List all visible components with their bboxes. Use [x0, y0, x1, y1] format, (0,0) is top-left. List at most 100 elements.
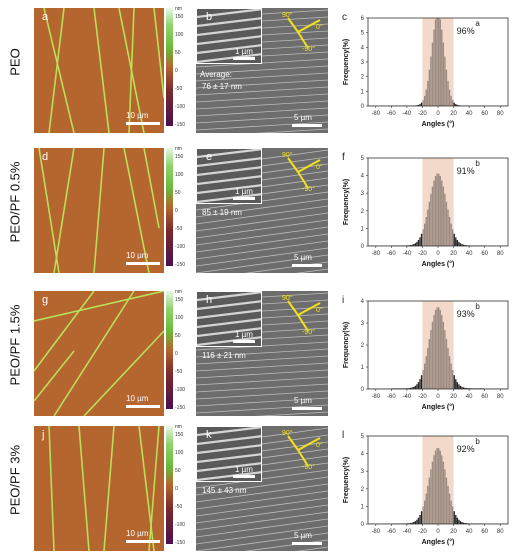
axis-label-0: 0° [316, 24, 323, 31]
histogram-bar [459, 243, 462, 246]
sem-fibre [196, 511, 328, 531]
x-tick-label: -60 [387, 394, 396, 400]
orientation-axes [287, 157, 321, 189]
histogram-bar [416, 384, 418, 389]
panel-letter: a [42, 11, 49, 23]
y-axis-label: Frequency(%) [343, 39, 350, 85]
scale-label: 10 µm [126, 529, 149, 538]
histogram-bar [417, 517, 420, 524]
figure-row: PEO/PF 3% j 10 µm nm 150 100 50 0 -50 -100 -150 1 µ… [0, 418, 520, 551]
sem-scale-bar [292, 407, 322, 410]
percent-label: 96% [457, 26, 475, 36]
colorbar-tick: -100 [175, 104, 186, 110]
histogram-bar [406, 388, 409, 389]
panel-letter: h [206, 294, 213, 306]
x-tick-label: 60 [481, 251, 488, 257]
scale-bar [126, 540, 160, 543]
histogram-bar [434, 309, 437, 389]
inset-fibre [197, 35, 261, 46]
x-tick-label: -20 [418, 394, 427, 400]
sem-inset: 1 µm [196, 8, 262, 64]
afm-fibre [123, 148, 150, 273]
afm-fibre [93, 148, 105, 273]
colorbar-tick: 100 [175, 32, 184, 38]
colorbar-tick: 100 [175, 315, 184, 321]
x-tick-label: -20 [418, 529, 427, 535]
sem-fibre [255, 128, 328, 133]
histogram-bar [441, 29, 443, 106]
histogram-bar [450, 95, 452, 106]
x-tick-label: -60 [387, 529, 396, 535]
inset-scale-label: 1 µm [235, 187, 253, 196]
histogram-svg: -80 -60 -40 -20 0 20 40 60 80 0 1 2 3 4 5 Angles (°) Fre… [342, 152, 509, 268]
x-tick-label: -80 [371, 251, 380, 257]
inset-fibre [197, 336, 261, 346]
afm-fibre [153, 8, 164, 99]
colorbar-tick: 0 [175, 486, 178, 492]
orientation-axes-wrap [284, 14, 324, 55]
histogram-bar [444, 469, 446, 524]
scale-label: 10 µm [126, 394, 149, 403]
histogram-bar [441, 455, 443, 524]
x-tick-label: 60 [481, 529, 488, 535]
x-tick-label: 0 [436, 111, 440, 117]
histogram-bar [445, 338, 448, 389]
axis-arrow [287, 435, 299, 451]
histogram-bar [439, 309, 441, 389]
sem-fibre [196, 390, 328, 400]
histogram-bar [413, 386, 415, 389]
histogram-bar [455, 104, 457, 106]
histogram-bar [414, 521, 417, 524]
sem-scale-label: 5 µm [294, 396, 312, 405]
afm-fibre [148, 426, 160, 551]
inset-fibre [197, 9, 261, 19]
axis-arrow [297, 171, 309, 189]
inset-fibre [197, 193, 261, 203]
sem-fibre [196, 219, 328, 239]
y-tick-label: 0 [361, 104, 365, 110]
histogram-bar [422, 506, 424, 524]
histogram-bar [427, 485, 429, 524]
afm-fibre [143, 148, 160, 229]
x-tick-label: 60 [481, 394, 488, 400]
sem-image: 1 µm h 116 ± 21 nm 90° 0° -90° 5 µm [196, 291, 328, 416]
histogram-bar [417, 240, 420, 246]
histogram-bar [441, 180, 443, 246]
histogram: -80 -60 -40 -20 0 20 40 60 80 0 1 2 3 4 Angles (°) Freq… [338, 291, 516, 416]
x-tick-label: 20 [450, 529, 457, 535]
x-tick-label: -80 [371, 111, 380, 117]
inset-fibre [197, 157, 261, 168]
afm-fibres [48, 426, 160, 551]
axis-arrow [287, 300, 299, 316]
y-tick-label: 3 [361, 321, 365, 327]
colorbar-tick: -150 [175, 262, 186, 268]
y-tick-label: 2 [361, 75, 365, 81]
scale-bar [126, 262, 160, 265]
x-tick-label: -60 [387, 111, 396, 117]
colorbar-tick: -150 [175, 122, 186, 128]
histogram-bar [419, 237, 421, 246]
sem-diameter: 145 ± 43 nm [202, 486, 247, 495]
histogram-bar [464, 522, 466, 524]
histogram-bar [439, 450, 441, 524]
inset-fibre [197, 26, 261, 37]
histogram-bar [442, 42, 445, 106]
histogram-bar [459, 521, 462, 524]
y-tick-label: 2 [361, 487, 365, 493]
row-label-text: PEO [7, 48, 23, 76]
histogram-bar [452, 100, 454, 106]
x-tick-label: 80 [497, 111, 504, 117]
inset-scale-label: 1 µm [235, 465, 253, 474]
y-tick-label: 2 [361, 209, 365, 215]
histogram-bar [410, 522, 412, 524]
significance-letter: b [475, 159, 480, 168]
inset-fibres [197, 9, 261, 63]
histogram-bar [431, 461, 434, 524]
histogram-bar [420, 102, 423, 106]
colorbar-tick: 0 [175, 351, 178, 357]
histogram-bar [456, 104, 459, 106]
sem-fibres [196, 427, 328, 551]
histogram-bar [453, 511, 455, 524]
inset-fibre [197, 453, 261, 464]
inset-fibre [197, 53, 261, 63]
